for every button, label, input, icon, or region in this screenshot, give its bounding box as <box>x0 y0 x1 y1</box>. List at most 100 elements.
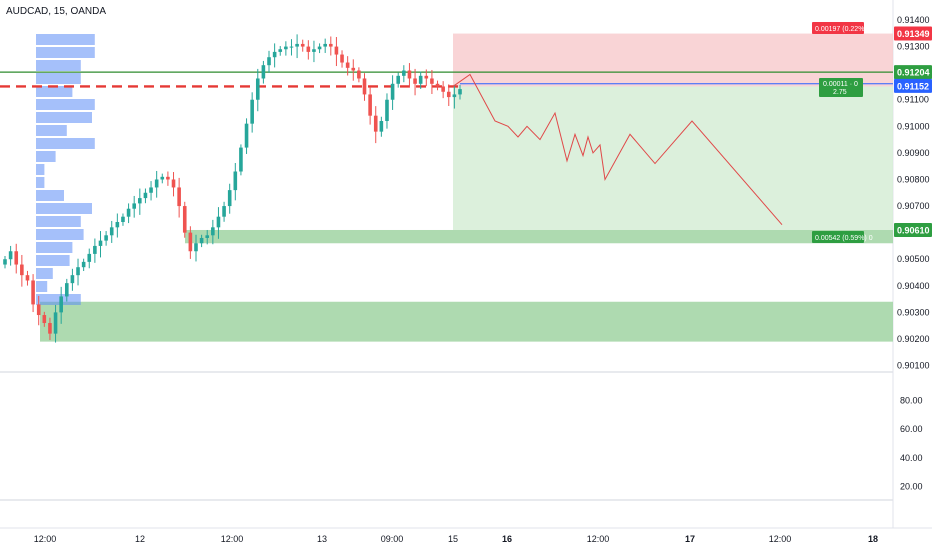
oscillator-axis-tick: 80.00 <box>900 396 923 406</box>
candle-body <box>255 78 260 100</box>
candle-body <box>385 99 389 122</box>
candle-body <box>340 54 344 63</box>
candle-body <box>211 227 215 236</box>
candle-body <box>222 206 226 217</box>
candle-body <box>154 179 159 188</box>
candle-body <box>284 46 288 50</box>
time-axis-tick: 12 <box>135 534 145 544</box>
candle-body <box>76 267 80 276</box>
price-axis-tick: 0.90900 <box>897 148 930 158</box>
candle-body <box>138 198 142 204</box>
risk-reward-label: 2.75 <box>833 89 847 96</box>
candle-body <box>205 235 210 238</box>
candle-body <box>31 280 35 305</box>
candle-body <box>104 235 108 241</box>
volume-profile-bar <box>36 294 81 305</box>
candle-body <box>289 46 294 48</box>
volume-profile-bar <box>36 216 81 227</box>
price-badge-horizontal-line <box>894 65 932 80</box>
candle-body <box>300 43 305 47</box>
price-axis-tick: 0.90300 <box>897 307 930 317</box>
candle-body <box>312 49 316 52</box>
candle-body <box>390 83 395 100</box>
candle-body <box>244 123 249 148</box>
candle-body <box>48 323 52 334</box>
candle-body <box>396 75 401 84</box>
price-badge-label: 0.91204 <box>897 68 930 78</box>
candle-body <box>261 65 266 79</box>
candle-body <box>8 251 13 260</box>
candle-body <box>199 237 204 244</box>
candle-body <box>188 232 193 252</box>
candle-body <box>98 240 103 246</box>
candle-body <box>323 43 327 47</box>
candle-body <box>345 62 350 68</box>
price-axis-tick: 0.90800 <box>897 174 930 184</box>
candle-body <box>121 216 125 223</box>
candle-body <box>351 67 356 71</box>
entry-label: 0.00011 · 0 <box>823 81 858 88</box>
volume-profile-bar <box>36 138 95 149</box>
volume-profile-bar <box>36 281 48 292</box>
price-axis-tick: 0.91400 <box>897 15 930 25</box>
zone-stop <box>453 33 893 87</box>
candle-body <box>267 57 271 66</box>
candle-body <box>115 222 120 228</box>
volume-profile-bar <box>36 112 92 123</box>
candle-body <box>306 46 311 52</box>
candle-body <box>278 49 283 52</box>
target-label: 0.00542 (0.59%) 0 <box>815 235 873 242</box>
candle-body <box>239 147 243 172</box>
price-axis-tick: 0.91100 <box>897 95 929 105</box>
volume-profile-bar <box>36 47 95 58</box>
volume-profile-bar <box>36 268 53 279</box>
candle-body <box>250 99 254 124</box>
candle-body <box>87 253 92 262</box>
volume-profile-bar <box>36 190 64 201</box>
candle-body <box>430 78 434 84</box>
candle-body <box>435 83 440 87</box>
candle-body <box>149 187 153 193</box>
candle-body <box>143 192 148 199</box>
candle-body <box>407 70 412 79</box>
candle-body <box>458 89 462 95</box>
candle-body <box>373 115 378 132</box>
candle-body <box>272 51 277 58</box>
candle-body <box>81 261 86 268</box>
candle-body <box>177 187 181 207</box>
time-axis-tick: 15 <box>448 534 458 544</box>
volume-profile-bar <box>36 73 81 84</box>
time-axis-tick: 12:00 <box>34 534 57 544</box>
time-axis-tick: 17 <box>685 534 695 544</box>
candle-body <box>36 304 41 316</box>
volume-profile-bar <box>36 151 56 162</box>
candle-body <box>446 91 451 98</box>
candle-body <box>25 275 30 281</box>
candle-body <box>160 176 165 180</box>
candle-body <box>42 315 47 324</box>
candle-body <box>424 75 429 79</box>
time-axis-tick: 13 <box>317 534 327 544</box>
time-axis-tick: 12:00 <box>221 534 244 544</box>
volume-profile-bar <box>36 242 73 253</box>
time-axis-tick: 12:00 <box>587 534 610 544</box>
volume-profile-bar <box>36 177 45 188</box>
volume-profile-bar <box>36 99 95 110</box>
candle-body <box>233 171 238 191</box>
target-label-box <box>812 231 864 243</box>
price-axis-tick: 0.91300 <box>897 42 930 52</box>
price-axis-tick: 0.90200 <box>897 334 930 344</box>
price-axis-tick: 0.90500 <box>897 254 930 264</box>
time-axis-tick: 16 <box>502 534 512 544</box>
price-badge-current <box>894 78 932 93</box>
candle-body <box>216 216 221 228</box>
price-badge-label: 0.91152 <box>897 81 929 91</box>
oscillator-axis-tick: 40.00 <box>900 453 923 463</box>
candle-body <box>295 43 299 47</box>
volume-profile-bar <box>36 86 73 97</box>
stop-label-box <box>812 22 864 34</box>
candle-body <box>413 78 417 84</box>
price-badge-stop <box>894 26 932 41</box>
